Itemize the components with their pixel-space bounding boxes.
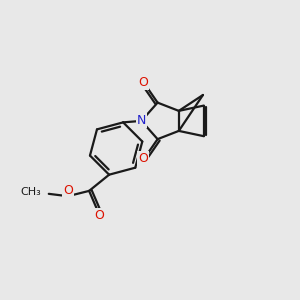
Text: O: O: [63, 184, 73, 197]
Text: O: O: [138, 152, 148, 165]
Text: O: O: [138, 76, 148, 89]
Text: CH₃: CH₃: [21, 188, 41, 197]
Text: N: N: [137, 114, 146, 128]
Text: O: O: [94, 209, 104, 222]
